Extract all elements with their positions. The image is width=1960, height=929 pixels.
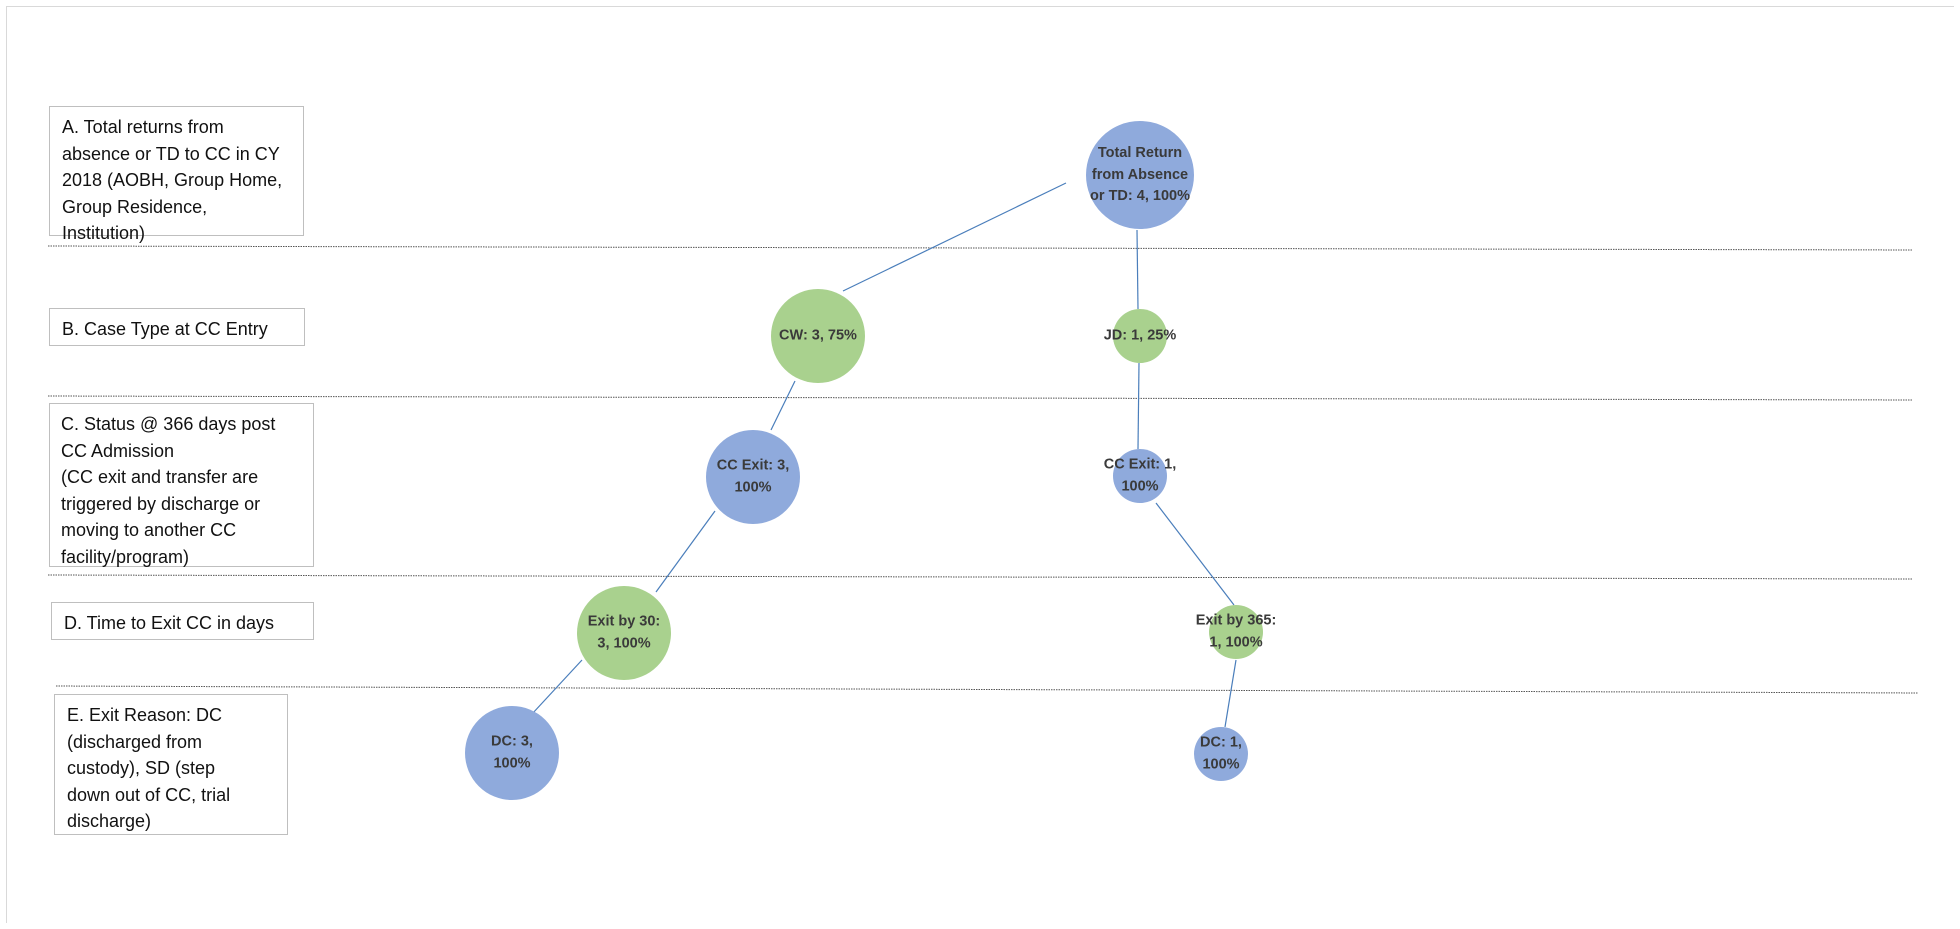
node-label-jd-dc: DC: 1, 100% [1200,734,1242,773]
node-cw-time [577,586,671,680]
node-root [1086,121,1194,229]
level-divider [55,685,1919,694]
level-d-label: D. Time to Exit CC in days [51,602,314,640]
node-jd-exit [1113,449,1167,503]
level-e-label: E. Exit Reason: DC (discharged from cust… [54,694,288,835]
node-jd-time [1209,605,1263,659]
node-label-jd-exit: CC Exit: 1, 100% [1103,456,1177,495]
diagram-canvas [6,6,1954,923]
level-c-label: C. Status @ 366 days post CC Admission (… [49,403,314,567]
connector-root-jd [1136,229,1139,310]
level-divider [47,574,1913,580]
node-label-jd-time: Exit by 365: 1, 100% [1195,612,1277,651]
connector-cw_time-cw_dc [531,659,583,715]
level-a-label: A. Total returns from absence or TD to C… [49,106,304,243]
node-label-cw-dc: DC: 3, 100% [491,733,533,772]
node-label-cw-exit: CC Exit: 3, 100% [716,457,790,496]
connector-root-cw [842,182,1067,292]
node-label-cw: CW: 3, 75% [779,327,857,344]
node-label-cw-time: Exit by 30: 3, 100% [587,613,661,652]
node-label-root: Total Return from Absence or TD: 4, 100% [1090,144,1190,204]
level-divider [47,395,1913,401]
node-jd [1113,309,1167,363]
connector-jd_exit-jd_time [1155,502,1235,606]
level-b-label: B. Case Type at CC Entry [49,308,305,346]
connector-cw-cw_exit [770,380,796,431]
node-label-jd: JD: 1, 25% [1103,327,1177,344]
connector-jd_time-jd_dc [1224,659,1237,728]
connector-jd-jd_exit [1137,362,1140,450]
level-divider [47,245,1913,251]
node-cw-dc [465,706,559,800]
node-jd-dc [1194,727,1248,781]
node-cw-exit [706,430,800,524]
connector-cw_exit-cw_time [655,510,716,593]
node-cw [771,289,865,383]
